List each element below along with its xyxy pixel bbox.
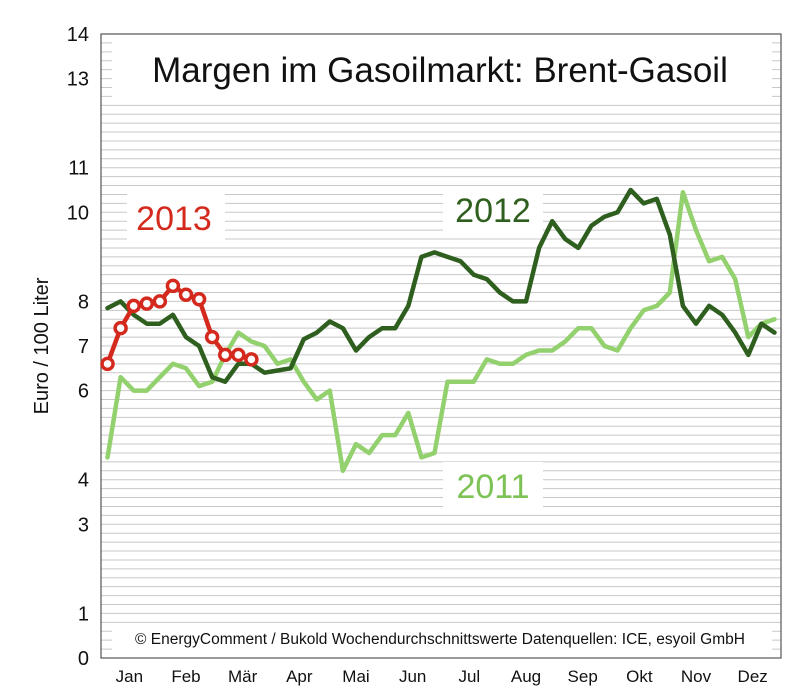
series-point-2013 [113, 320, 128, 336]
x-tick-label: Dez [738, 667, 768, 686]
series-label-2012-background [443, 186, 543, 234]
y-tick-label: 13 [67, 69, 89, 91]
series-point-2013 [165, 278, 181, 294]
y-tick-label: 6 [78, 381, 89, 403]
x-tick-label: Okt [626, 667, 653, 686]
series-point-2013 [100, 356, 115, 372]
series-point-2013 [126, 298, 141, 314]
series-point-2013 [139, 296, 155, 311]
x-tick-label: Feb [171, 667, 200, 686]
x-axis-ticks: Jan Feb Mär Apr Mai Jun Jul Aug Sep Okt Nov Dez [116, 667, 768, 686]
x-tick-label: Mär [228, 667, 258, 686]
series-line-2011 [105, 189, 777, 474]
series-point-2013 [231, 347, 246, 363]
series-label-2011-background [443, 462, 543, 510]
chart-title: Margen im Gasoilmarkt: Brent-Gasoil [152, 51, 728, 90]
x-tick-label: Aug [511, 667, 541, 686]
title-background [112, 40, 772, 98]
x-tick-label: Jun [399, 667, 426, 686]
y-tick-label: 0 [78, 648, 89, 670]
gridlines [101, 42, 781, 650]
series-line-2012 [105, 187, 777, 384]
series-label-2013: 2013 [136, 200, 212, 238]
series-point-2013 [191, 291, 207, 307]
series-point-2013 [217, 347, 233, 363]
x-tick-label: Apr [286, 667, 313, 686]
series-point-2013 [204, 329, 220, 345]
series-lines [100, 187, 777, 474]
y-tick-label: 7 [78, 336, 89, 358]
credit-background [112, 624, 772, 654]
series-label-2012: 2012 [455, 192, 531, 230]
x-tick-label: Mai [342, 667, 369, 686]
y-axis-label: Euro / 100 Liter [31, 277, 53, 414]
y-tick-label: 14 [67, 24, 89, 46]
y-tick-label: 1 [78, 603, 89, 625]
x-tick-label: Jan [116, 667, 143, 686]
series-label-2011: 2011 [456, 468, 529, 506]
x-tick-label: Jul [458, 667, 480, 686]
series-point-2013 [152, 294, 168, 309]
series-point-2013 [244, 352, 259, 367]
y-tick-label: 10 [67, 202, 89, 224]
series-label-2013-background [127, 194, 225, 242]
y-tick-label: 8 [78, 291, 89, 313]
y-tick-label: 4 [78, 470, 89, 492]
y-tick-label: 3 [78, 514, 89, 536]
x-tick-label: Sep [568, 667, 598, 686]
series-point-2013 [178, 287, 194, 302]
x-tick-label: Nov [681, 667, 712, 686]
y-tick-label: 11 [68, 158, 89, 180]
credit-text: © EnergyComment / Bukold Wochendurchschn… [135, 631, 745, 648]
plot-area [100, 33, 782, 659]
